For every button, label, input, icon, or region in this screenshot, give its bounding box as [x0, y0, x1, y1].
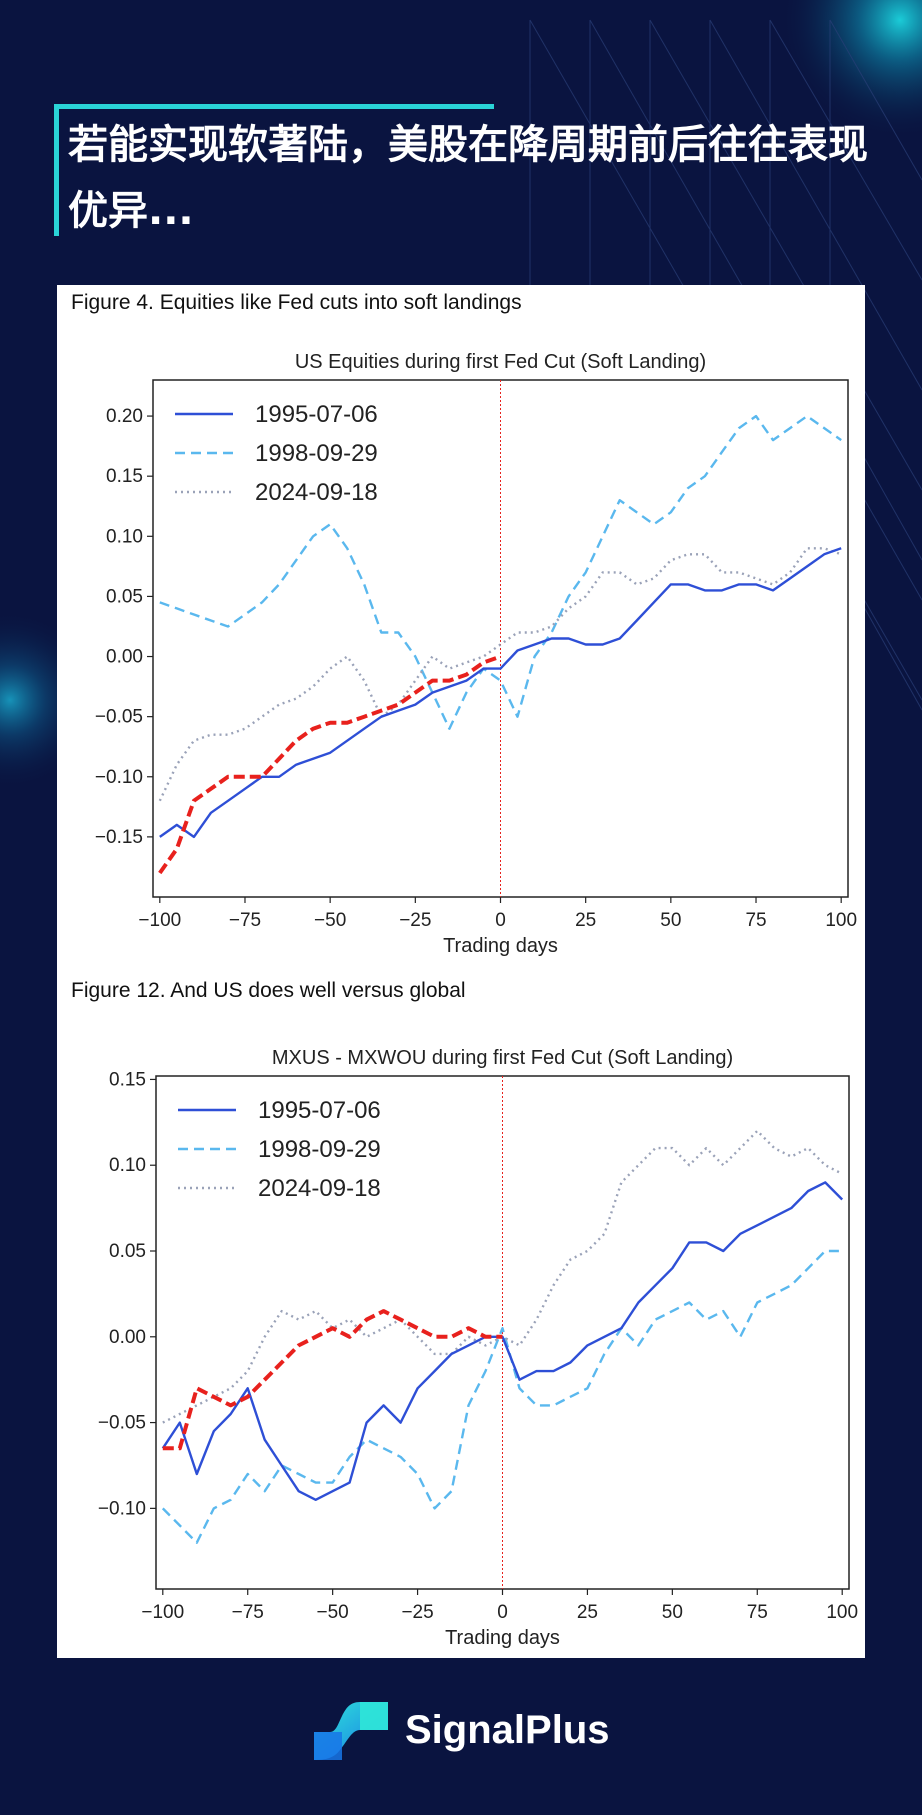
series-line-1998-09-29	[159, 414, 842, 730]
legend-label: 1998-09-29	[258, 1136, 381, 1163]
figure-12-caption: Figure 12. And US does well versus globa…	[71, 979, 466, 1002]
glow-top-right	[780, 0, 922, 140]
headline-block: 若能实现软著陆，美股在降周期前后往往表现优异...	[54, 104, 868, 236]
legend-label: 2024-09-18	[258, 1175, 381, 1202]
brand-name: SignalPlus	[405, 1708, 610, 1752]
headline: 若能实现软著陆，美股在降周期前后往往表现优异...	[68, 122, 868, 234]
y-tick-label: 0.10	[106, 526, 143, 547]
series-line-highlight	[158, 654, 502, 875]
headline-accent-top	[54, 104, 494, 109]
figure-4-panel: Figure 4. Equities like Fed cuts into so…	[57, 285, 865, 975]
chart-title: US Equities during first Fed Cut (Soft L…	[295, 351, 706, 373]
brand-logo: SignalPlus	[308, 1698, 628, 1764]
series-line-1995-07-06	[159, 547, 842, 839]
y-tick-label: 0.15	[106, 466, 143, 487]
y-tick-label: 0.15	[109, 1069, 146, 1090]
us-equities-chart: US Equities during first Fed Cut (Soft L…	[95, 351, 857, 957]
y-tick-label: −0.10	[95, 767, 143, 788]
x-axis-label: Trading days	[445, 1627, 560, 1649]
y-tick-label: −0.05	[95, 707, 143, 728]
legend-label: 2024-09-18	[255, 479, 378, 506]
x-tick-label: 0	[495, 910, 506, 931]
x-tick-label: 100	[826, 1602, 858, 1623]
x-axis-label: Trading days	[443, 935, 558, 957]
x-tick-label: −75	[232, 1602, 264, 1623]
y-tick-label: 0.10	[109, 1155, 146, 1176]
figure-4-caption: Figure 4. Equities like Fed cuts into so…	[71, 291, 522, 314]
legend-label: 1998-09-29	[255, 440, 378, 467]
x-tick-label: 25	[577, 1602, 598, 1623]
y-tick-label: 0.05	[109, 1241, 146, 1262]
x-tick-label: −50	[317, 1602, 349, 1623]
x-tick-label: 25	[575, 910, 596, 931]
x-tick-label: −25	[399, 910, 431, 931]
x-tick-label: 0	[497, 1602, 508, 1623]
y-tick-label: −0.15	[95, 827, 143, 848]
chart-title: MXUS - MXWOU during first Fed Cut (Soft …	[272, 1047, 733, 1069]
x-tick-label: −50	[314, 910, 346, 931]
series-line-1998-09-29	[161, 1249, 843, 1544]
mxus-mxwou-chart: MXUS - MXWOU during first Fed Cut (Soft …	[98, 1047, 858, 1649]
headline-accent-bar	[54, 108, 59, 236]
y-tick-label: 0.20	[106, 406, 143, 427]
y-tick-label: 0.00	[106, 647, 143, 668]
series-line-2024-09-18	[158, 547, 842, 802]
x-tick-label: −25	[401, 1602, 433, 1623]
legend-label: 1995-07-06	[258, 1097, 381, 1124]
y-tick-label: 0.00	[109, 1327, 146, 1348]
x-tick-label: 100	[825, 910, 857, 931]
x-tick-label: 75	[747, 1602, 768, 1623]
y-tick-label: −0.05	[98, 1413, 146, 1434]
x-tick-label: −100	[141, 1602, 184, 1623]
figure-12-panel: Figure 12. And US does well versus globa…	[57, 975, 865, 1658]
x-tick-label: −100	[138, 910, 181, 931]
x-tick-label: −75	[229, 910, 261, 931]
x-tick-label: 75	[745, 910, 766, 931]
y-tick-label: 0.05	[106, 586, 143, 607]
y-tick-label: −0.10	[98, 1498, 146, 1519]
signalplus-logo-icon	[314, 1702, 388, 1760]
x-tick-label: 50	[660, 910, 681, 931]
series-line-highlight	[162, 1309, 503, 1451]
legend-label: 1995-07-06	[255, 401, 378, 428]
x-tick-label: 50	[662, 1602, 683, 1623]
